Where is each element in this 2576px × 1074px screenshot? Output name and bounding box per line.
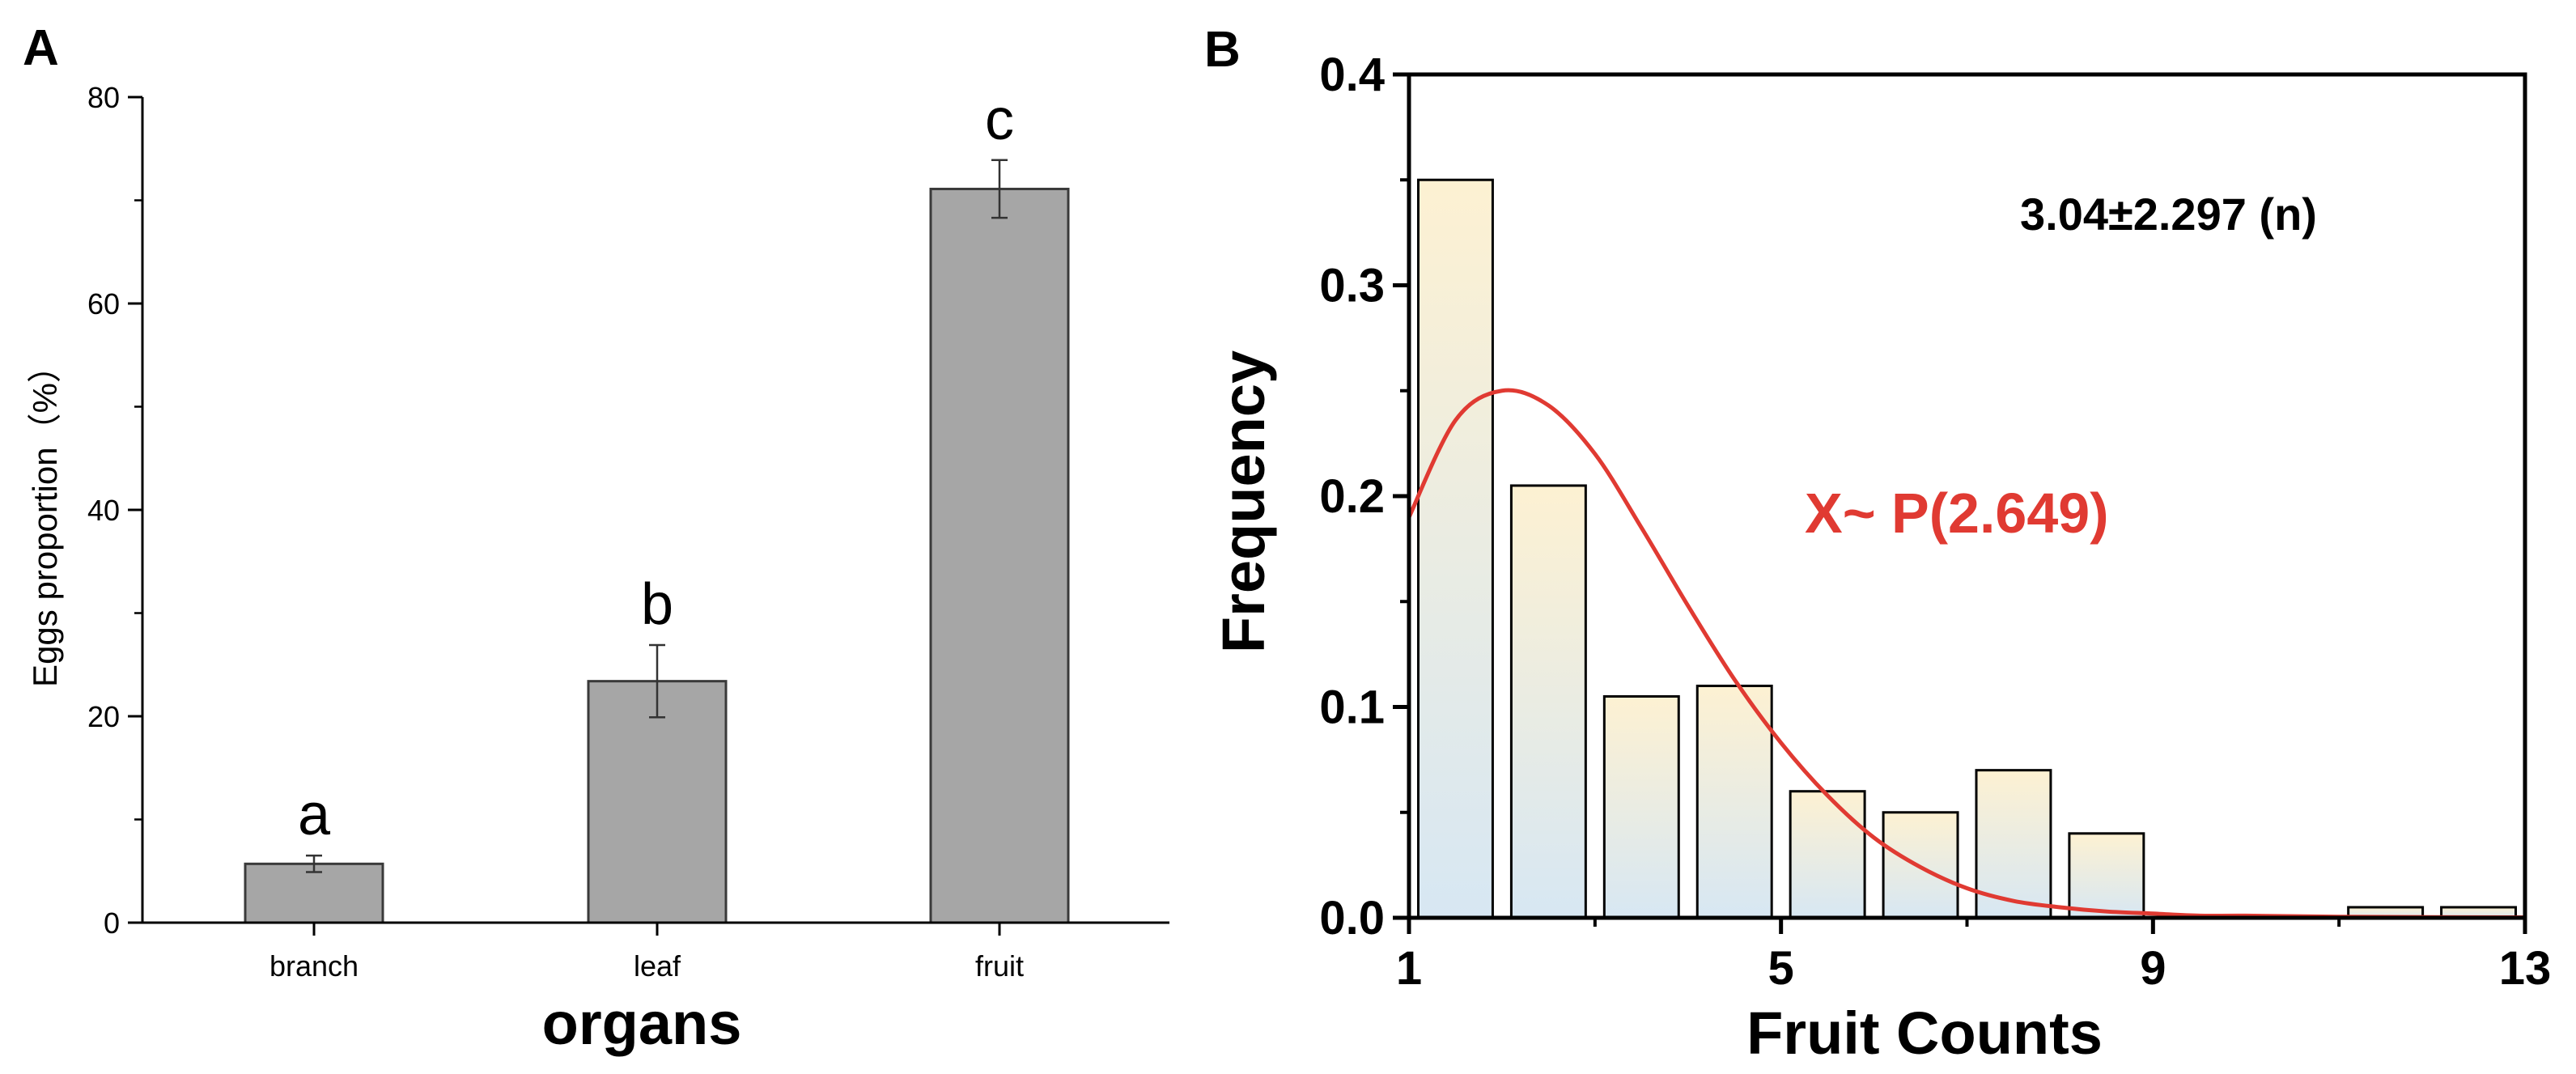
y-tick-label: 40 [87, 494, 120, 527]
x-tick-label-branch: branch [269, 949, 359, 983]
panel-b-y-axis-title: Frequency [1210, 350, 1277, 653]
y-tick-label: 80 [87, 81, 120, 114]
y-tick-label: 60 [87, 287, 120, 321]
x-tick-label: 13 [2499, 942, 2552, 995]
panel-b-label: B [1204, 22, 1241, 78]
histogram-bar [1602, 694, 1680, 919]
panel-a-label: A [23, 20, 59, 76]
error-bar-leaf [649, 643, 665, 719]
panel-a-bars: a b c [244, 87, 1070, 924]
panel-a-y-axis-title: Eggs proportion（%） [26, 349, 64, 687]
panel-b-axes: 0.0 0.1 0.2 0.3 0.4 1 5 9 13 [1319, 49, 2551, 995]
panel-b: B 0.0 0.1 0.2 0.3 0.4 1 5 9 13 Frequency Fruit C… [1204, 22, 2551, 1067]
y-tick-label: 20 [87, 700, 120, 733]
y-tick-label: 0.0 [1319, 892, 1385, 945]
error-bar-fruit [991, 159, 1008, 219]
histogram-bar [1789, 790, 1866, 919]
histogram-bar [1416, 178, 1494, 919]
y-tick-label: 0.3 [1319, 260, 1385, 312]
error-bar-branch [306, 854, 322, 873]
y-tick-label: 0.2 [1319, 470, 1385, 523]
histogram-bar [1509, 484, 1587, 919]
x-tick-label-fruit: fruit [975, 949, 1024, 983]
y-tick-label: 0.4 [1319, 49, 1385, 101]
x-tick-label: 1 [1396, 942, 1422, 995]
x-tick-label: 5 [1768, 942, 1794, 995]
panel-a-x-axis-title: organs [542, 990, 742, 1057]
bar-fruit [929, 187, 1070, 924]
x-tick-label-leaf: leaf [634, 949, 681, 983]
significance-letter-leaf: b [641, 572, 673, 637]
panel-a: A a b c branch leaf fruit 0 20 40 60 80 Eggs prop… [23, 20, 1169, 1057]
mean-sd-annotation: 3.04±2.297 (n) [2020, 189, 2317, 240]
poisson-fit-annotation: X~ P(2.649) [1805, 482, 2109, 545]
x-tick-label: 9 [2140, 942, 2166, 995]
histogram-bar [2068, 832, 2145, 919]
significance-letter-branch: a [298, 783, 331, 847]
bar-branch [244, 862, 384, 924]
y-tick-label: 0.1 [1319, 681, 1385, 734]
panel-b-x-axis-title: Fruit Counts [1746, 1000, 2103, 1067]
panel-a-axes: branch leaf fruit 0 20 40 60 80 [87, 81, 1169, 983]
panel-b-bars [1416, 178, 2518, 919]
poisson-fit-curve [1407, 388, 2526, 919]
y-tick-label: 0 [104, 906, 120, 940]
significance-letter-fruit: c [985, 87, 1014, 152]
histogram-bar [1695, 684, 1773, 919]
